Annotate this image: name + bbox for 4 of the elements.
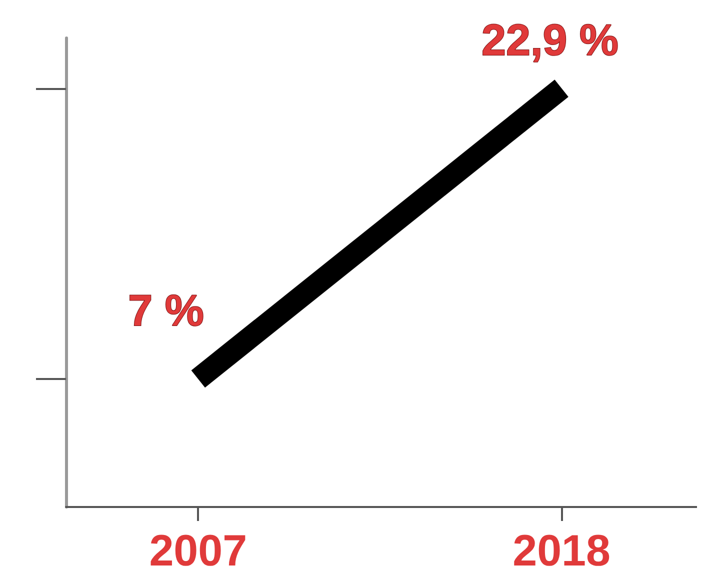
data-label: 7 % (128, 286, 204, 336)
data-label: 22,9 % (482, 16, 619, 65)
x-tick-label: 2007 (149, 526, 248, 576)
x-tick-label: 2018 (512, 526, 610, 576)
